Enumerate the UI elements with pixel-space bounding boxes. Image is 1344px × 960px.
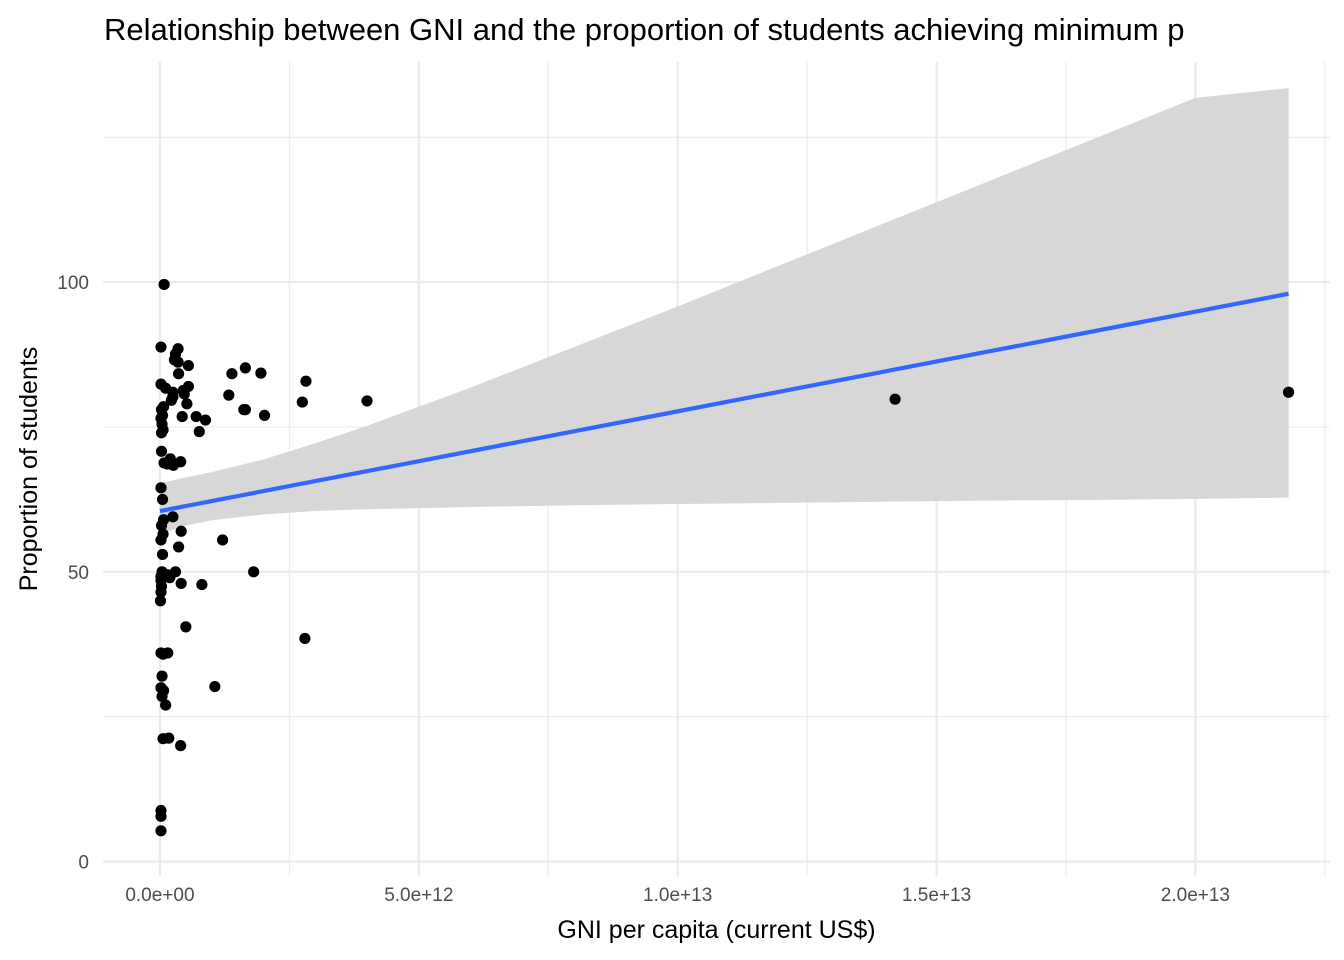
data-point (155, 586, 167, 598)
data-point (239, 404, 251, 416)
data-point (158, 278, 170, 291)
x-tick-label: 1.0e+13 (643, 885, 712, 906)
data-point (162, 647, 174, 659)
data-point (155, 427, 168, 439)
data-point (160, 699, 172, 711)
y-tick-label: 50 (68, 563, 89, 584)
data-point (176, 410, 188, 423)
confidence-ribbon (159, 88, 1289, 535)
x-axis-title: GNI per capita (current US$) (557, 916, 875, 944)
data-point (182, 359, 195, 372)
y-tick-label: 0 (78, 853, 89, 874)
data-point (193, 426, 205, 438)
regression-line (159, 291, 1289, 514)
data-point (175, 456, 187, 468)
data-point (175, 740, 187, 752)
data-point (165, 394, 177, 406)
data-point (172, 368, 185, 380)
data-point (155, 810, 167, 822)
data-point (239, 362, 251, 374)
x-axis-ticks: 0.0e+00 5.0e+12 1.0e+13 1.5e+13 2.0e+13 (125, 885, 1230, 906)
chart-title: Relationship between GNI and the proport… (104, 12, 1185, 47)
x-tick-label: 5.0e+12 (384, 885, 453, 906)
data-point (156, 690, 168, 702)
data-point (226, 368, 238, 380)
data-point (299, 632, 311, 645)
data-point (296, 396, 308, 408)
data-point (361, 395, 373, 407)
y-axis-title: Proportion of students (15, 347, 43, 592)
data-point (175, 525, 187, 537)
data-point (223, 389, 235, 401)
data-point (155, 482, 167, 494)
y-axis-ticks: 0 50 100 (57, 273, 89, 873)
y-tick-label: 100 (57, 273, 89, 294)
data-point (181, 398, 193, 410)
data-point (167, 511, 179, 523)
data-point (175, 577, 187, 590)
data-point (155, 445, 168, 457)
data-point (300, 375, 312, 387)
data-point (163, 732, 175, 744)
data-point (248, 566, 260, 578)
data-point (172, 356, 184, 368)
data-point (209, 680, 221, 693)
data-point (156, 548, 169, 561)
data-point (199, 414, 212, 426)
x-tick-label: 1.5e+13 (902, 885, 971, 906)
data-point (155, 341, 167, 353)
data-point (889, 393, 901, 405)
data-point (156, 493, 169, 506)
data-point (190, 410, 202, 423)
data-point (196, 578, 208, 591)
data-point (255, 367, 267, 379)
data-points (154, 278, 1295, 837)
data-point (155, 519, 168, 532)
data-point (178, 388, 190, 400)
x-tick-label: 0.0e+00 (125, 885, 194, 906)
data-point (180, 621, 192, 633)
data-point (155, 534, 167, 546)
data-point (154, 595, 167, 607)
data-point (156, 670, 168, 682)
data-point (172, 541, 185, 553)
data-point (1282, 386, 1295, 398)
data-point (258, 409, 271, 422)
x-tick-label: 2.0e+13 (1161, 885, 1230, 906)
data-point (157, 401, 170, 413)
data-point (216, 534, 229, 546)
data-point (155, 825, 167, 837)
